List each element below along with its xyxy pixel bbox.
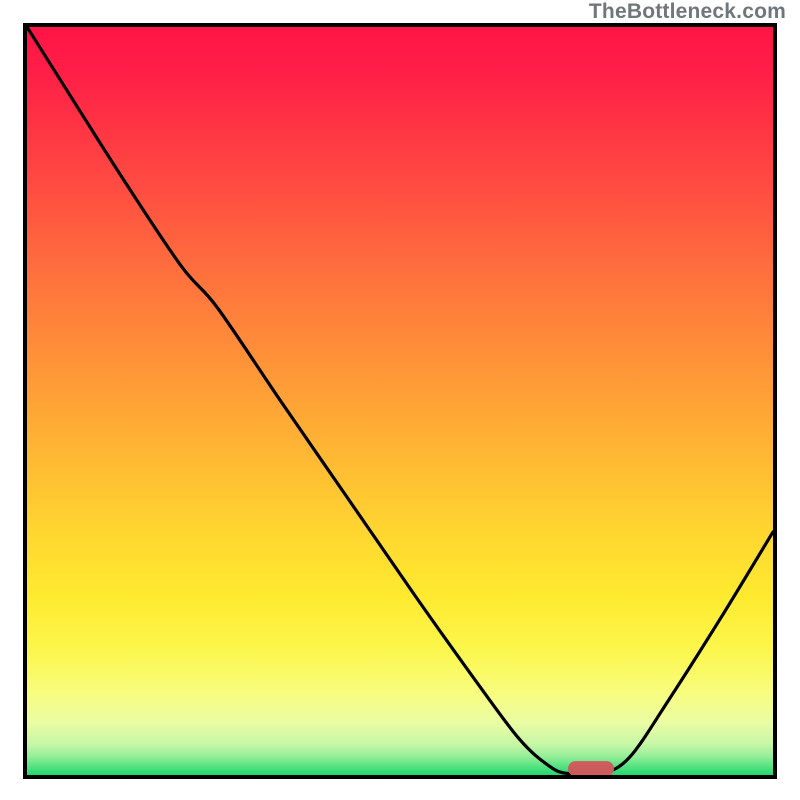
gradient-background <box>27 27 773 775</box>
bottleneck-chart <box>0 0 800 800</box>
optimal-marker <box>568 761 614 776</box>
chart-container: { "watermark": { "text": "TheBottleneck.… <box>0 0 800 800</box>
watermark-text: TheBottleneck.com <box>589 0 786 24</box>
